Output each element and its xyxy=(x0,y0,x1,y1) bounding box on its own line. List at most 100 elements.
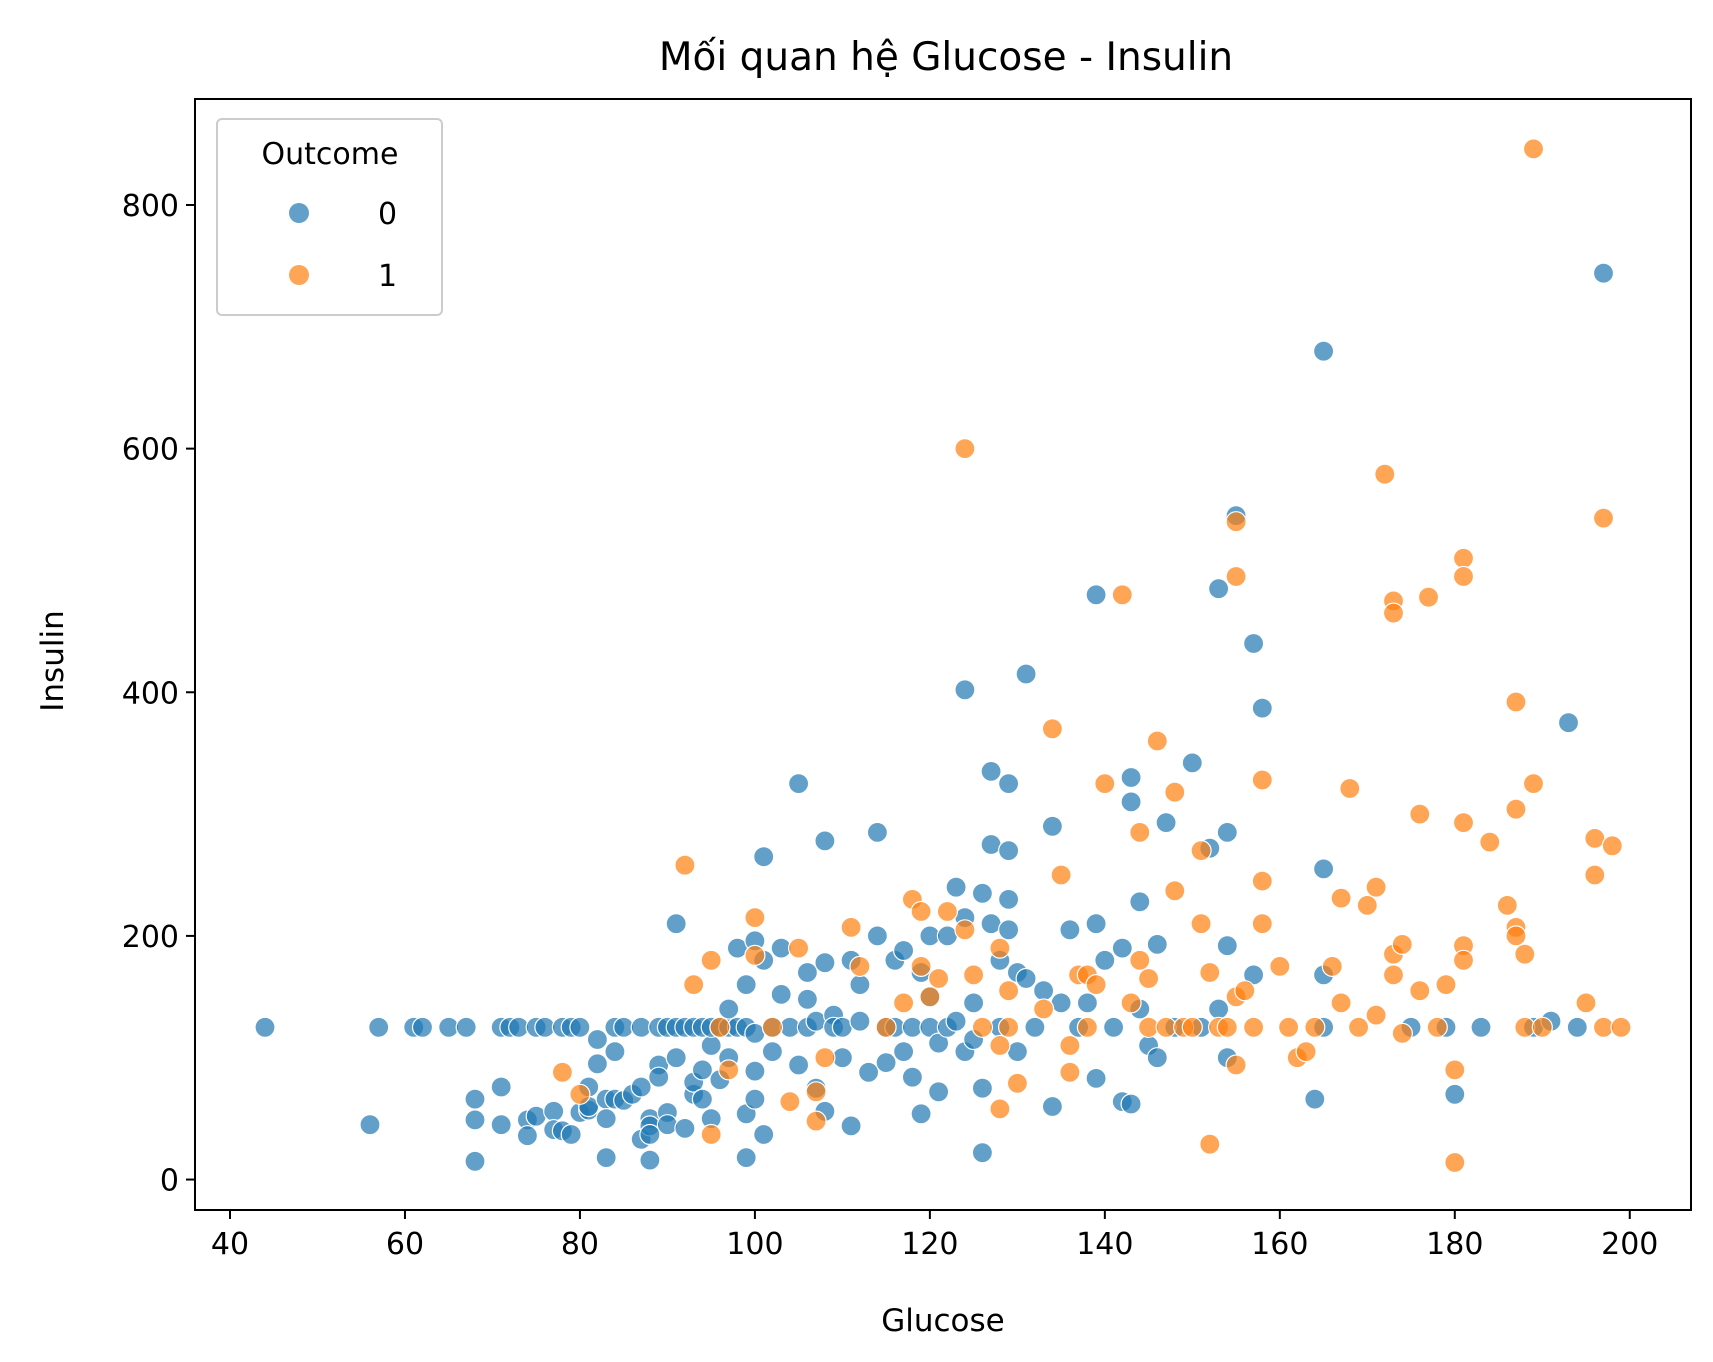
data-point-outcome-0 xyxy=(1120,766,1142,789)
data-point-outcome-0 xyxy=(1444,1083,1466,1105)
data-point-outcome-0 xyxy=(1146,1047,1168,1069)
data-point-outcome-1 xyxy=(1330,992,1352,1014)
plot-points xyxy=(254,138,1632,1174)
data-point-outcome-1 xyxy=(919,986,941,1008)
data-point-outcome-1 xyxy=(840,916,862,939)
data-point-outcome-0 xyxy=(849,973,871,996)
data-point-outcome-1 xyxy=(1199,961,1221,984)
data-point-outcome-1 xyxy=(1531,1016,1553,1038)
data-point-outcome-1 xyxy=(1522,772,1545,795)
data-point-outcome-0 xyxy=(1129,891,1151,913)
data-point-outcome-1 xyxy=(1505,925,1527,947)
data-point-outcome-0 xyxy=(997,772,1020,795)
data-point-outcome-1 xyxy=(1514,943,1536,965)
data-point-outcome-1 xyxy=(1452,547,1475,569)
data-point-outcome-1 xyxy=(569,1083,591,1105)
data-point-outcome-1 xyxy=(805,1110,827,1132)
data-point-outcome-1 xyxy=(1382,602,1405,624)
data-point-outcome-1 xyxy=(1347,1016,1370,1038)
data-point-outcome-0 xyxy=(604,1040,626,1063)
data-point-outcome-1 xyxy=(936,900,959,923)
data-point-outcome-1 xyxy=(1452,949,1475,971)
data-point-outcome-1 xyxy=(1409,803,1431,825)
y-tick-label: 800 xyxy=(122,189,179,224)
data-point-outcome-0 xyxy=(543,1100,565,1122)
x-tick-label: 140 xyxy=(1076,1227,1133,1262)
data-point-outcome-0 xyxy=(525,1105,547,1127)
data-point-outcome-1 xyxy=(1059,1034,1081,1057)
data-point-outcome-1 xyxy=(1041,718,1064,740)
data-point-outcome-0 xyxy=(796,988,819,1010)
data-point-outcome-1 xyxy=(1251,913,1273,935)
data-point-outcome-1 xyxy=(1409,980,1431,1002)
data-point-outcome-0 xyxy=(639,1123,661,1146)
data-point-outcome-0 xyxy=(901,1066,924,1088)
data-point-outcome-1 xyxy=(1251,769,1273,791)
data-point-outcome-1 xyxy=(1374,463,1396,485)
data-point-outcome-0 xyxy=(1207,578,1230,600)
data-point-outcome-0 xyxy=(945,876,967,898)
data-point-outcome-0 xyxy=(674,1117,696,1140)
data-point-outcome-1 xyxy=(1242,1016,1265,1038)
data-point-outcome-0 xyxy=(857,1061,880,1083)
data-point-outcome-0 xyxy=(411,1016,434,1038)
data-point-outcome-1 xyxy=(997,980,1020,1002)
data-point-outcome-1 xyxy=(1085,973,1107,996)
data-point-outcome-1 xyxy=(1391,1022,1413,1045)
data-point-outcome-1 xyxy=(744,906,766,929)
data-point-outcome-1 xyxy=(1339,777,1361,800)
data-point-outcome-0 xyxy=(875,1051,897,1074)
data-point-outcome-0 xyxy=(866,925,889,947)
data-point-outcome-1 xyxy=(761,1016,784,1038)
data-point-outcome-0 xyxy=(1032,980,1055,1002)
data-point-outcome-0 xyxy=(595,1107,617,1130)
x-tick-label: 60 xyxy=(386,1227,424,1262)
data-point-outcome-0 xyxy=(962,992,985,1014)
data-point-outcome-0 xyxy=(595,1146,617,1169)
data-point-outcome-1 xyxy=(1295,1040,1317,1063)
data-point-outcome-1 xyxy=(1356,894,1378,917)
data-point-outcome-1 xyxy=(849,955,871,978)
y-axis-label: Insulin xyxy=(35,610,71,711)
data-point-outcome-1 xyxy=(1059,1061,1081,1083)
data-point-outcome-0 xyxy=(490,1114,512,1136)
data-point-outcome-1 xyxy=(1094,772,1116,795)
data-point-outcome-0 xyxy=(1102,1016,1125,1038)
data-point-outcome-0 xyxy=(770,983,792,1006)
data-point-outcome-0 xyxy=(866,821,889,844)
data-point-outcome-0 xyxy=(464,1150,486,1172)
data-point-outcome-1 xyxy=(1610,1016,1632,1038)
data-point-outcome-0 xyxy=(927,1081,950,1103)
data-point-outcome-1 xyxy=(551,1061,574,1083)
data-point-outcome-0 xyxy=(1216,935,1238,957)
data-point-outcome-1 xyxy=(1435,973,1457,996)
x-tick-label: 180 xyxy=(1426,1227,1483,1262)
data-point-outcome-1 xyxy=(927,967,950,990)
data-point-outcome-0 xyxy=(1146,933,1168,956)
data-point-outcome-0 xyxy=(840,1115,862,1137)
y-tick-label: 0 xyxy=(160,1164,179,1199)
data-point-outcome-1 xyxy=(1164,781,1186,803)
plot-frame xyxy=(194,98,1692,1211)
data-point-outcome-0 xyxy=(849,1010,871,1032)
data-point-outcome-1 xyxy=(989,1098,1011,1120)
data-point-outcome-0 xyxy=(735,1146,757,1169)
data-point-outcome-0 xyxy=(1312,340,1335,362)
legend-marker-0 xyxy=(289,203,309,223)
data-point-outcome-0 xyxy=(665,913,687,935)
data-point-outcome-1 xyxy=(1137,967,1160,990)
data-point-outcome-1 xyxy=(674,854,696,876)
data-point-outcome-0 xyxy=(464,1109,486,1131)
data-point-outcome-1 xyxy=(892,992,915,1014)
legend-title: Outcome xyxy=(262,137,399,172)
data-point-outcome-0 xyxy=(1085,1067,1107,1090)
chart-title: Mối quan hệ Glucose - Insulin xyxy=(659,35,1233,80)
data-point-outcome-0 xyxy=(1181,752,1203,774)
data-point-outcome-0 xyxy=(639,1149,661,1171)
data-point-outcome-0 xyxy=(516,1125,539,1147)
data-point-outcome-1 xyxy=(1382,964,1405,986)
data-point-outcome-1 xyxy=(1584,864,1606,886)
data-point-outcome-1 xyxy=(1225,1054,1247,1076)
data-point-outcome-0 xyxy=(753,1123,775,1146)
